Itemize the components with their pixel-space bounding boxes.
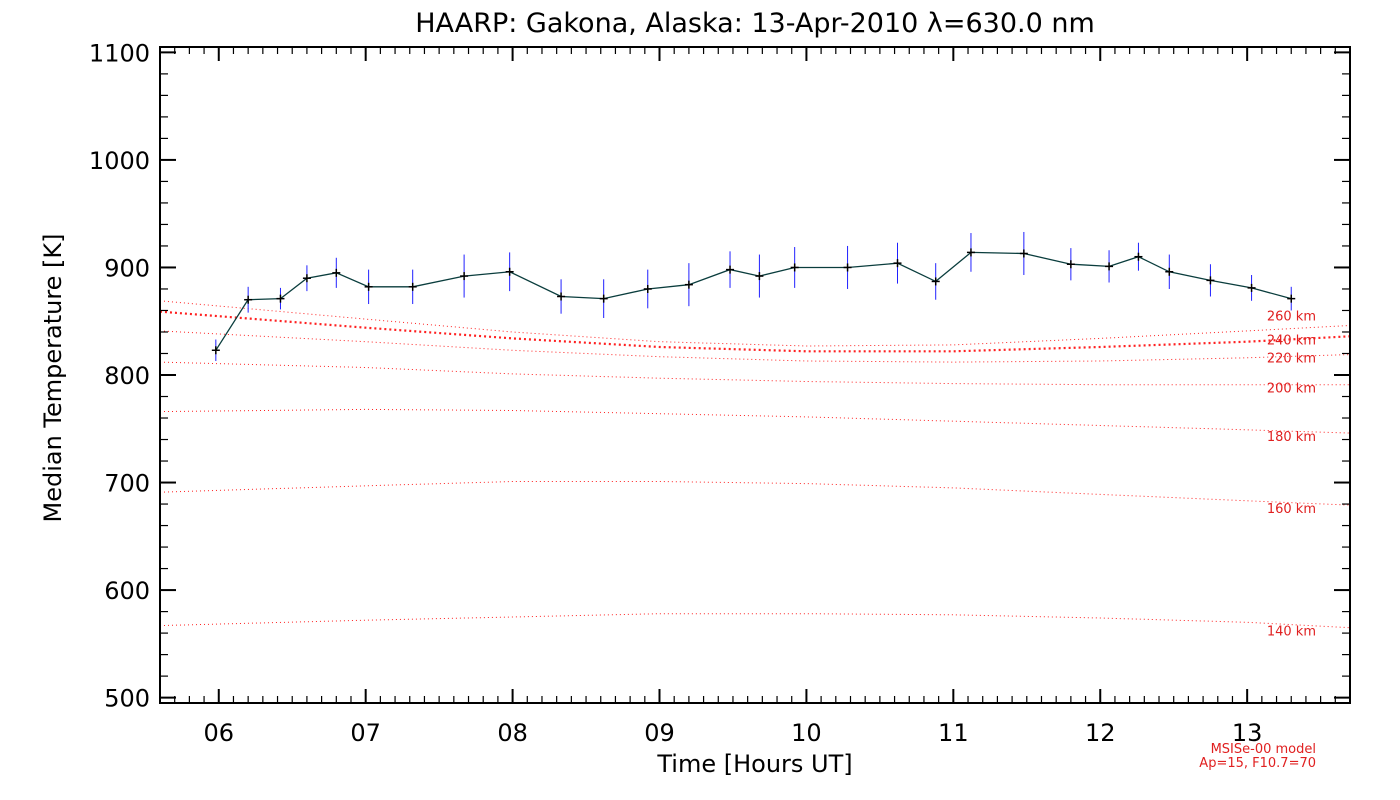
- model-curve-labels: 140 km 160 km 180 km 200 km 220 km 240 km 260 …: [1267, 310, 1316, 640]
- data-point: [1206, 276, 1215, 285]
- y-tick-label: 1100: [89, 39, 150, 67]
- data-point: [1287, 294, 1296, 303]
- model-curve-220-km: [159, 330, 1351, 363]
- y-tick-label: 900: [104, 254, 150, 282]
- y-tick-label: 1000: [89, 147, 150, 175]
- data-point: [931, 277, 940, 286]
- axis-ticks: [159, 47, 1351, 703]
- measured-series: [211, 231, 1296, 362]
- data-point: [1247, 283, 1256, 292]
- data-point: [1019, 249, 1028, 258]
- model-curve-240-km: [159, 310, 1351, 353]
- data-point: [893, 259, 902, 268]
- data-point: [1105, 262, 1114, 271]
- model-curve-200-km: [159, 361, 1350, 386]
- y-tick-label: 600: [104, 577, 150, 605]
- data-point: [843, 263, 852, 272]
- y-tick-labels: 500 600 700 800 900 1000 1100: [89, 39, 150, 712]
- model-note-line-2: Ap=15, F10.7=70: [1199, 756, 1316, 771]
- model-label-260-km: 260 km: [1267, 310, 1316, 325]
- x-tick-label: 10: [791, 719, 822, 747]
- x-tick-label: 09: [644, 719, 675, 747]
- y-axis-label: Median Temperature [K]: [39, 233, 67, 522]
- y-tick-label: 700: [104, 470, 150, 498]
- model-label-220-km: 220 km: [1267, 352, 1316, 367]
- y-tick-label: 800: [104, 362, 150, 390]
- data-point: [408, 282, 417, 291]
- data-point: [276, 294, 285, 303]
- model-label-200-km: 200 km: [1267, 382, 1316, 397]
- data-point: [557, 292, 566, 301]
- x-tick-label: 06: [203, 719, 234, 747]
- x-tick-label: 13: [1232, 719, 1263, 747]
- x-tick-labels: 06 07 08 09 10 11 12 13: [203, 719, 1262, 747]
- model-curves: [159, 300, 1351, 629]
- x-tick-label: 08: [497, 719, 528, 747]
- plot-frame: [159, 46, 1351, 704]
- model-label-180-km: 180 km: [1267, 430, 1316, 445]
- data-point: [332, 268, 341, 277]
- data-point: [244, 295, 253, 304]
- data-point: [364, 282, 373, 291]
- y-tick-label: 500: [104, 685, 150, 713]
- x-axis-label: Time [Hours UT]: [656, 750, 852, 778]
- series-line: [215, 251, 1292, 351]
- data-point: [726, 265, 735, 274]
- data-point: [505, 267, 514, 276]
- data-point: [1066, 260, 1075, 269]
- model-curve-180-km: [159, 408, 1351, 434]
- model-curve-160-km: [159, 481, 1351, 506]
- data-point: [755, 272, 764, 281]
- data-point: [684, 280, 693, 289]
- data-point: [1134, 252, 1143, 261]
- data-point: [790, 263, 799, 272]
- data-point: [302, 274, 311, 283]
- data-point: [211, 346, 220, 355]
- chart-title: HAARP: Gakona, Alaska: 13-Apr-2010 λ=630…: [415, 8, 1095, 39]
- x-tick-label: 07: [350, 719, 381, 747]
- data-point: [643, 284, 652, 293]
- data-point: [966, 248, 975, 257]
- model-note-line-1: MSISe-00 model: [1211, 742, 1316, 757]
- model-curve-140-km: [159, 613, 1351, 629]
- data-point: [599, 294, 608, 303]
- x-tick-label: 11: [938, 719, 969, 747]
- model-label-160-km: 160 km: [1267, 502, 1316, 517]
- model-curve-260-km: [159, 300, 1351, 347]
- model-label-240-km: 240 km: [1267, 333, 1316, 348]
- data-point: [1165, 267, 1174, 276]
- model-label-140-km: 140 km: [1267, 625, 1316, 640]
- x-tick-label: 12: [1085, 719, 1116, 747]
- data-point: [460, 272, 469, 281]
